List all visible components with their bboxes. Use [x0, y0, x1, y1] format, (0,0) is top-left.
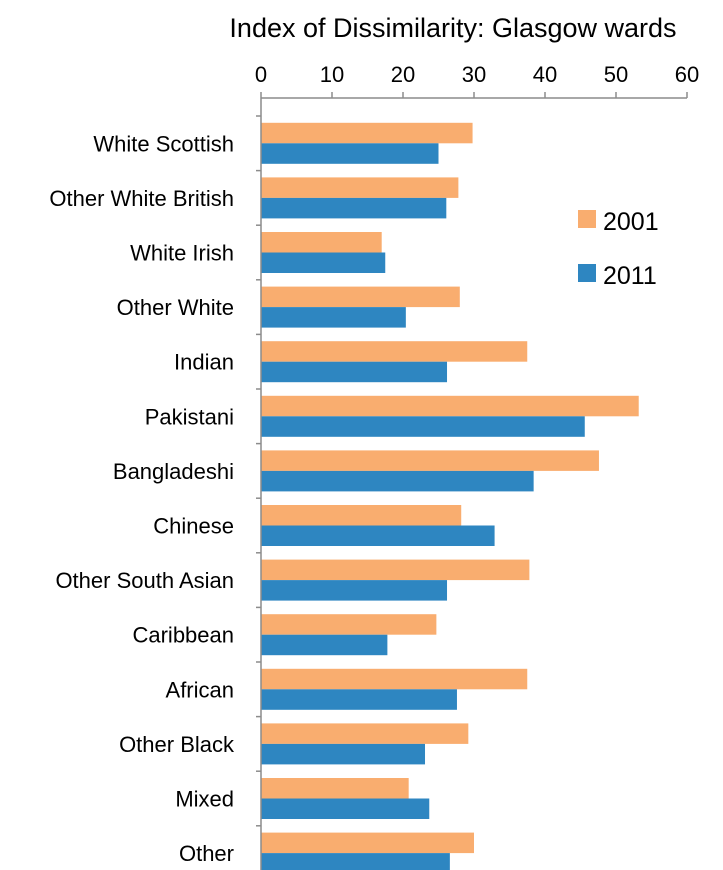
x-tick-label: 40 [533, 62, 557, 87]
x-tick-label: 60 [675, 62, 699, 87]
bar-2011 [261, 307, 406, 328]
bar-2001 [261, 122, 473, 144]
legend-label: 2011 [603, 262, 657, 290]
category-label: Other White British [49, 186, 234, 211]
category-label: Caribbean [132, 623, 234, 648]
bar-2001 [261, 778, 409, 799]
category-axis: White Scottish Other White British White I… [49, 98, 262, 870]
bar-2011 [261, 525, 495, 546]
bar-2011 [261, 143, 439, 164]
x-tick-label: 10 [320, 62, 344, 87]
category-label: Other Black [119, 732, 235, 757]
bar-2001 [261, 723, 469, 744]
category-label: White Scottish [93, 131, 234, 156]
bar-2011 [261, 634, 388, 656]
category-label: Indian [174, 350, 234, 375]
category-label: Pakistani [145, 404, 234, 429]
bar-2011 [261, 197, 447, 219]
category-label: Mixed [175, 787, 234, 812]
bar-2001 [261, 832, 474, 854]
legend-label: 2001 [603, 208, 659, 236]
bar-2001 [261, 668, 528, 690]
bar-2011 [261, 361, 448, 383]
bar-2001 [261, 505, 462, 526]
legend-swatch-2001 [578, 210, 596, 228]
x-axis: 0 10 20 30 40 50 60 [255, 62, 699, 99]
x-tick-label: 0 [255, 62, 267, 87]
bar-2011 [261, 470, 534, 492]
x-tick-label: 50 [604, 62, 628, 87]
bar-2011 [261, 252, 386, 273]
bar-2001 [261, 614, 437, 635]
bar-2001 [261, 232, 382, 253]
category-label: Other White [117, 295, 234, 320]
bar-2001 [261, 450, 599, 471]
category-label: Bangladeshi [113, 459, 234, 484]
plot-area [261, 122, 639, 870]
category-label: Other [179, 841, 234, 866]
bar-2001 [261, 286, 460, 308]
bar-2001 [261, 395, 639, 417]
legend-swatch-2011 [578, 264, 596, 282]
bar-2001 [261, 177, 459, 198]
category-label: African [166, 677, 234, 702]
category-label: Other South Asian [55, 568, 234, 593]
category-label: Chinese [153, 514, 234, 539]
x-tick-label: 30 [462, 62, 486, 87]
bar-2001 [261, 559, 530, 581]
bar-2001 [261, 341, 528, 362]
legend: 2001 2011 [578, 208, 659, 290]
bar-2011 [261, 689, 457, 710]
bar-2011 [261, 798, 430, 819]
bar-2011 [261, 580, 448, 601]
bar-2011 [261, 416, 585, 437]
bar-2011 [261, 743, 426, 765]
category-label: White Irish [130, 241, 234, 266]
chart-title: Index of Dissimilarity: Glasgow wards [229, 13, 676, 43]
x-tick-label: 20 [391, 62, 415, 87]
bar-2011 [261, 853, 450, 870]
